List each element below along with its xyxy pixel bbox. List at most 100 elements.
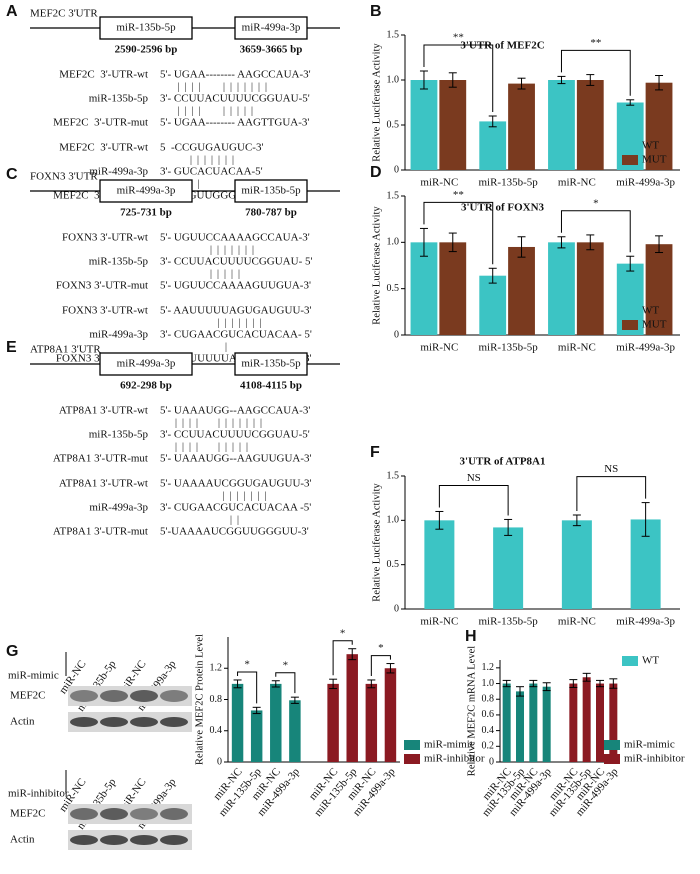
error-bar [557, 236, 566, 249]
site-mirna: miR-135b-5p [241, 185, 301, 197]
y-tick-label: 0.5 [387, 119, 400, 130]
sequence: 5'- UAAAAUCGGUGAUGUU-3' [160, 478, 312, 490]
site-mirna: miR-499a-3p [117, 185, 176, 197]
legend-swatch [622, 141, 638, 151]
blot-row-label: Actin [10, 834, 35, 846]
error-bar [586, 234, 595, 251]
gene-label: MEF2C 3'UTR [30, 8, 98, 20]
blot-row-label: MEF2C [10, 690, 45, 702]
y-tick-label: 1.5 [387, 190, 400, 201]
sequence-name: MEF2C 3'-UTR-wt [59, 142, 148, 154]
bar [327, 683, 339, 762]
y-tick-label: 0 [394, 603, 399, 614]
bar [479, 121, 507, 170]
blot-row-label: Actin [10, 716, 35, 728]
x-tick-label: miR-135b-5p [478, 342, 538, 354]
error-bar [367, 679, 376, 689]
blot-band [130, 717, 158, 727]
significance-label: * [593, 197, 599, 209]
sequence: 5'-UAAAAUCGGUUGGGUU-3' [160, 526, 309, 538]
sequence: 3'- GUCACUACAA-5' [160, 166, 263, 178]
panel-letter: C [6, 166, 18, 183]
base-pairing: | [160, 341, 227, 352]
error-bar [641, 502, 650, 537]
significance-bracket [370, 655, 391, 676]
base-pairing: | | [160, 514, 239, 525]
x-tick-label: miR-NC [420, 616, 458, 628]
site-bp: 4108-4115 bp [240, 380, 302, 392]
error-bar [517, 236, 526, 258]
significance-bracket [576, 476, 647, 512]
bar [346, 654, 358, 762]
significance-label: * [340, 627, 346, 639]
legend-swatch [404, 754, 420, 764]
x-tick-label: miR-NC [558, 177, 596, 189]
bar [410, 80, 438, 170]
bar [596, 683, 604, 762]
chart-title: 3'UTR of ATP8A1 [460, 456, 546, 468]
bar [502, 683, 511, 762]
blot-band [100, 717, 128, 727]
y-tick-label: 0 [217, 756, 222, 767]
bar [479, 275, 507, 335]
sequence-name: ATP8A1 3'-UTR-wt [59, 405, 148, 417]
blot-band [70, 808, 98, 820]
site-box [234, 179, 308, 203]
x-tick-label: miR-NC [558, 342, 596, 354]
error-bar [529, 679, 538, 688]
sequence: 5 -CCGUGAUGUC-3' [160, 142, 263, 154]
site-mirna: miR-135b-5p [116, 22, 176, 34]
sequence-name: FOXN3 3'-UTR-mut [56, 280, 148, 292]
x-tick-label: miR-NC [420, 342, 458, 354]
y-tick-label: 0 [489, 756, 494, 767]
y-tick-label: 0 [394, 164, 399, 175]
blot-band [160, 808, 188, 820]
significance-label: NS [467, 472, 481, 484]
y-tick-label: 0 [394, 329, 399, 340]
bar [542, 686, 551, 762]
legend-label: WT [642, 305, 659, 317]
blot-band [70, 835, 98, 845]
panel-letter: B [370, 3, 382, 20]
error-bar [233, 679, 242, 689]
error-bar [557, 75, 566, 85]
y-tick-label: 1.5 [387, 29, 400, 40]
site-box [234, 352, 308, 376]
legend-swatch [604, 740, 620, 750]
legend-swatch [622, 306, 638, 316]
legend-swatch [622, 656, 638, 666]
significance-bracket [332, 640, 353, 676]
significance-label: ** [453, 189, 464, 201]
blot-band [130, 835, 158, 845]
site-mirna: miR-499a-3p [117, 358, 176, 370]
significance-bracket [237, 671, 258, 704]
error-bar [582, 672, 591, 682]
x-tick-label: miR-499a-3p [616, 177, 675, 189]
sequence: 5'- AAUUUUUAGUGAUGUU-3' [160, 305, 312, 317]
site-mirna: miR-135b-5p [241, 358, 301, 370]
legend-label: WT [642, 655, 659, 667]
sequence-name: MEF2C 3'-UTR-mut [53, 117, 148, 129]
error-bar [448, 232, 457, 253]
bar [529, 683, 538, 762]
y-axis-label: Relative Luciferase Activity [371, 206, 382, 325]
bar [576, 242, 604, 335]
significance-bracket [423, 44, 494, 112]
base-pairing: | | | | | | | [160, 317, 262, 328]
y-axis-label: Relative Luciferase Activity [371, 483, 382, 602]
base-pairing: | | | | | | | [160, 244, 254, 255]
bar [250, 710, 263, 762]
y-tick-label: 1.2 [210, 663, 223, 674]
sequence-name: MEF2C 3'-UTR-wt [59, 69, 148, 81]
bar [645, 244, 673, 335]
bar [561, 520, 592, 609]
base-pairing: | | | | | | | | | | | [160, 81, 267, 92]
sequence-name: miR-135b-5p [89, 93, 149, 105]
sequence-name: ATP8A1 3'-UTR-mut [53, 453, 148, 465]
error-bar [572, 514, 581, 527]
y-tick-label: 0.5 [387, 559, 400, 570]
base-pairing: | | | | | | | | | [160, 105, 253, 116]
significance-bracket [560, 210, 631, 253]
error-bar [271, 680, 280, 688]
significance-label: NS [604, 463, 618, 475]
